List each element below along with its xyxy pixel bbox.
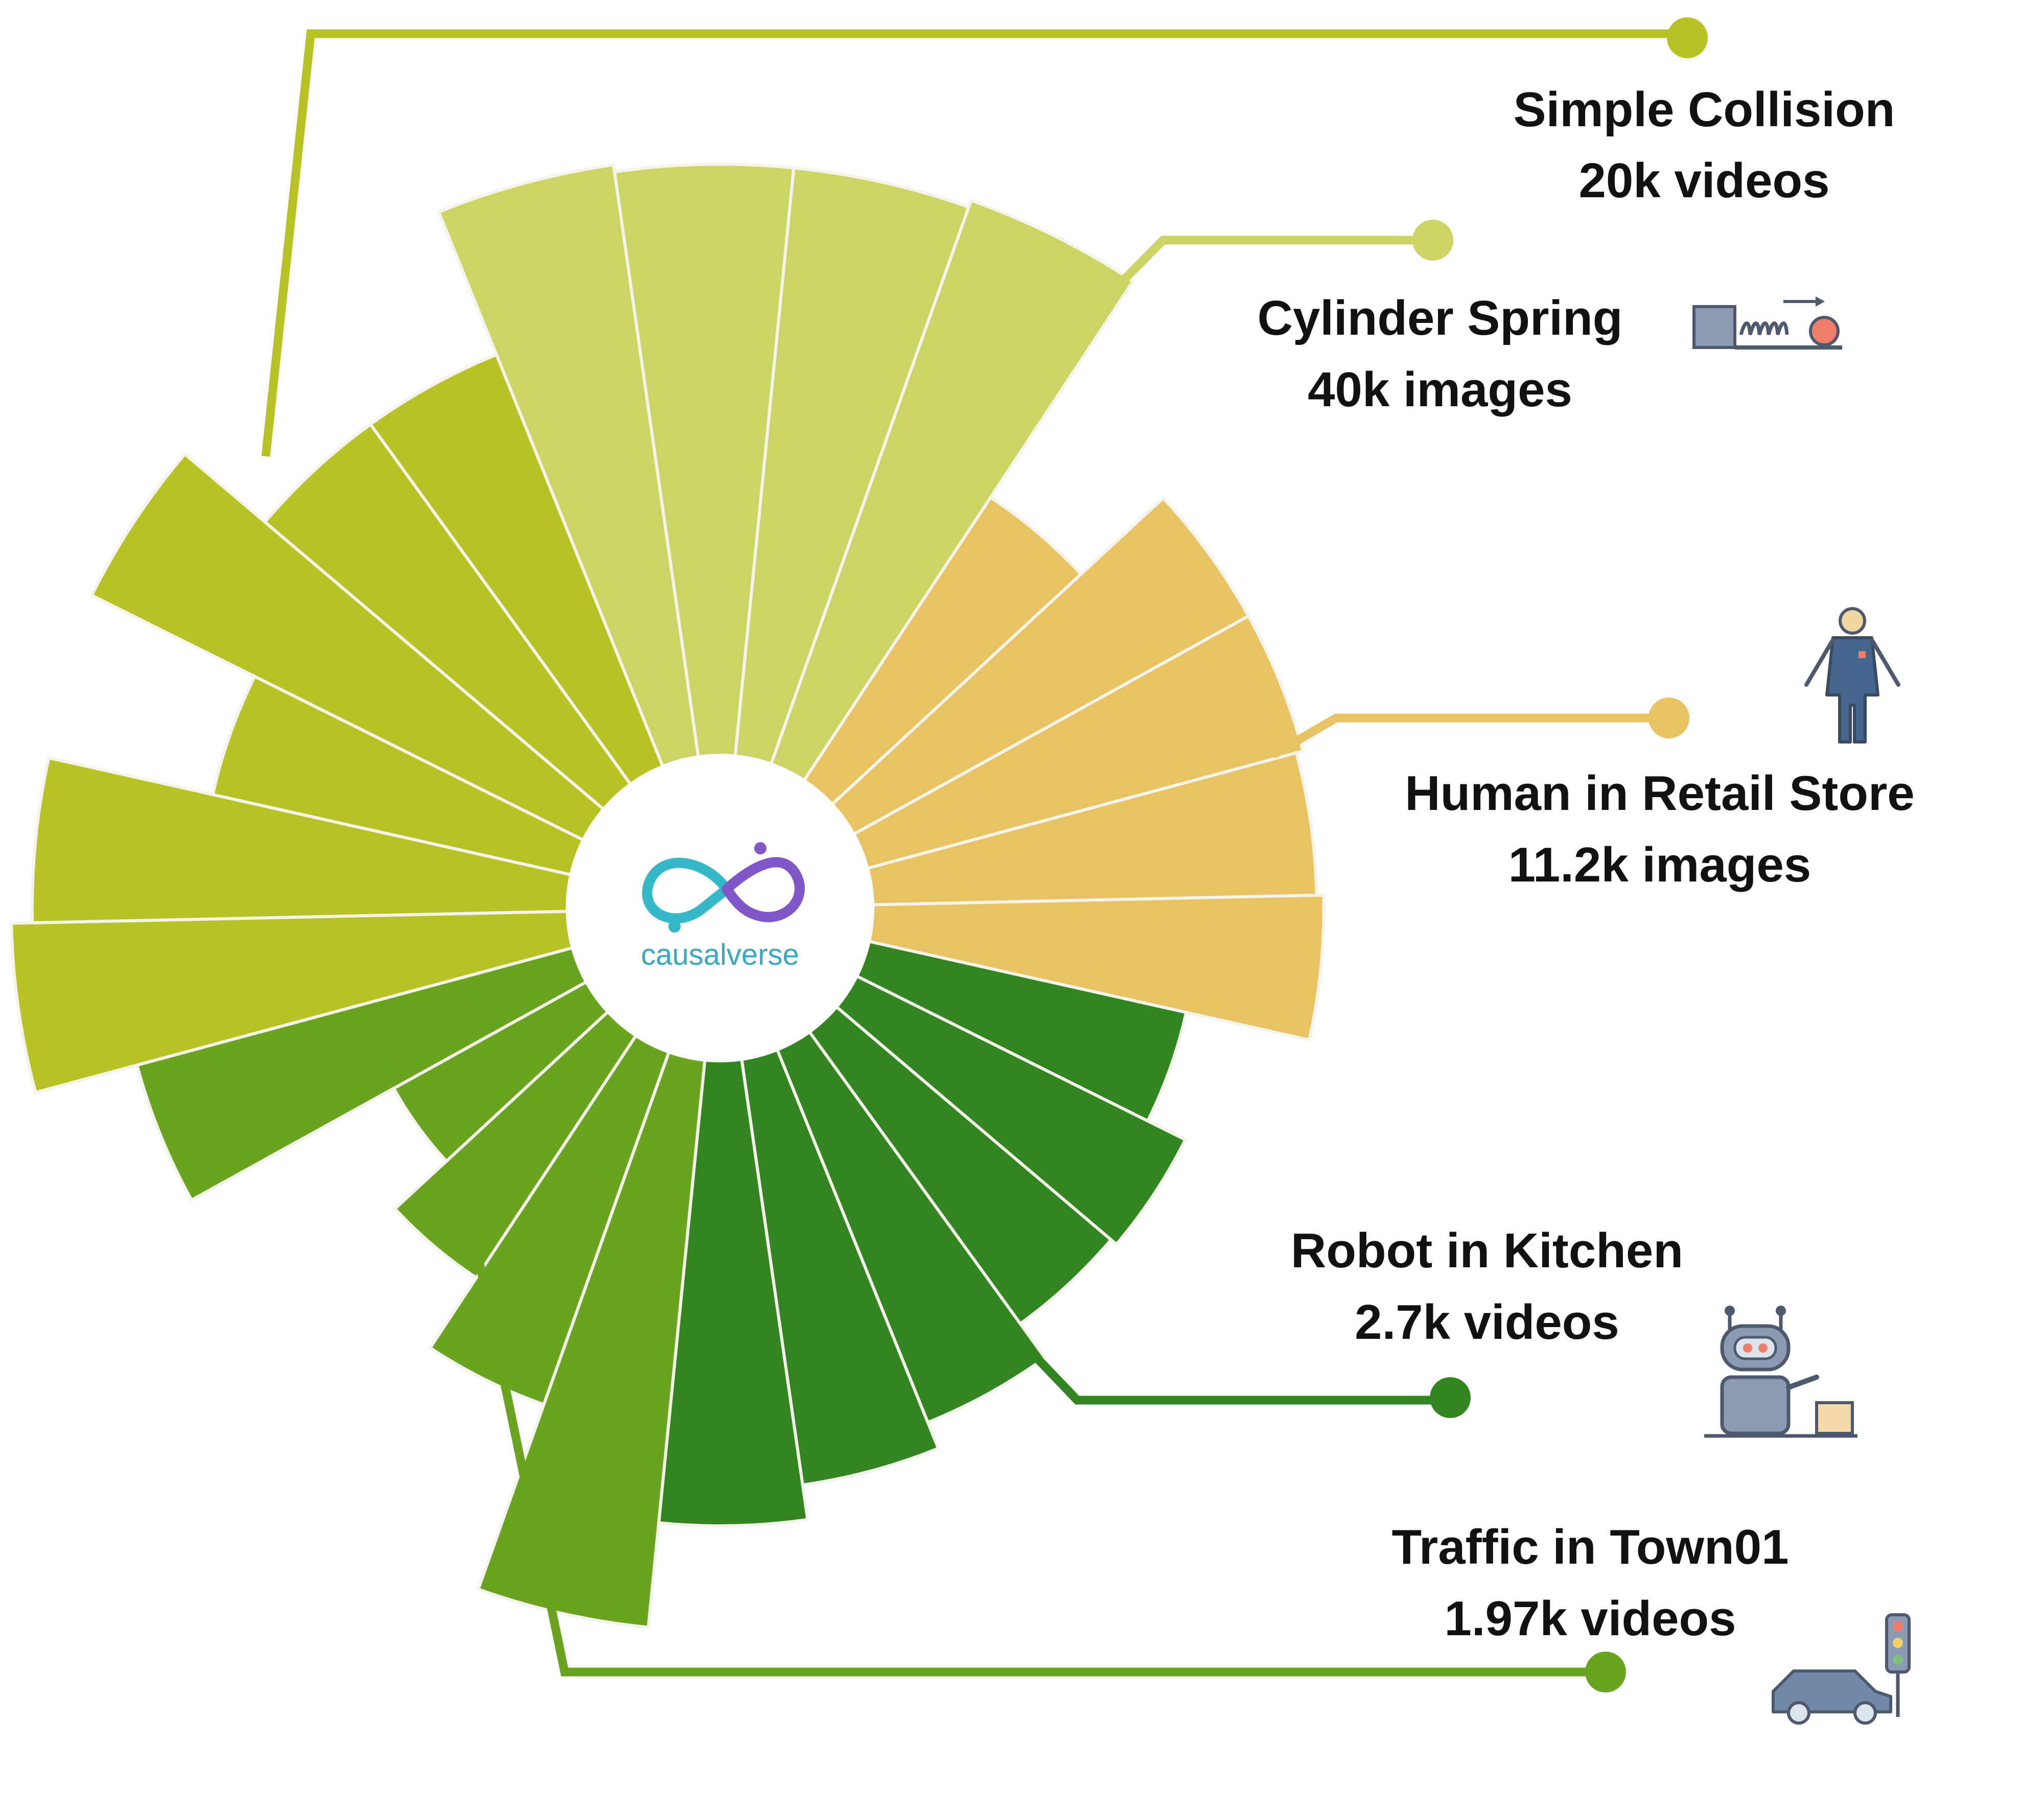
label-traffic-town-count: 1.97k videos	[1444, 1591, 1736, 1646]
logo-center-circle	[566, 754, 874, 1062]
leader-line-cylinder-spring	[1111, 236, 1432, 292]
leader-dot-traffic-town	[1585, 1652, 1626, 1692]
person-icon	[1804, 607, 1900, 744]
causalverse-logo: causalverse	[566, 754, 874, 1062]
leader-line-robot-kitchen	[984, 1303, 1450, 1405]
leader-line-simple-collision	[261, 29, 1687, 457]
leader-lines	[261, 17, 1708, 1692]
chart-bars	[10, 162, 1326, 1629]
logo-text: causalverse	[641, 938, 799, 971]
leader-line-human-retail	[1270, 713, 1668, 759]
label-robot-kitchen-name: Robot in Kitchen	[1291, 1223, 1683, 1278]
label-cylinder-spring-count: 40k images	[1308, 362, 1572, 417]
logo-dot-left	[668, 920, 681, 933]
leader-line-traffic-town	[467, 1224, 1605, 1677]
group-labels: Simple Collision 20k videos Cylinder Spr…	[1258, 82, 1915, 1646]
logo-dot-right	[754, 842, 766, 854]
robot-icon	[1704, 1306, 1857, 1438]
label-simple-collision-name: Simple Collision	[1514, 82, 1895, 137]
leader-dot-human-retail	[1648, 698, 1689, 738]
label-human-retail-count: 11.2k images	[1508, 838, 1811, 892]
leader-dot-cylinder-spring	[1412, 220, 1453, 261]
infinity-left-loop	[642, 857, 732, 924]
leader-dot-simple-collision	[1667, 17, 1708, 58]
label-traffic-town-name: Traffic in Town01	[1392, 1520, 1789, 1574]
label-simple-collision-count: 20k videos	[1579, 153, 1830, 208]
label-human-retail-name: Human in Retail Store	[1405, 766, 1915, 821]
label-robot-kitchen-count: 2.7k videos	[1355, 1295, 1619, 1350]
car-traffic-light-icon	[1772, 1613, 1911, 1725]
spring-cylinder-icon	[1692, 296, 1842, 350]
infinity-right-loop	[722, 857, 805, 922]
label-cylinder-spring-name: Cylinder Spring	[1258, 291, 1623, 345]
leader-dot-robot-kitchen	[1430, 1377, 1471, 1418]
